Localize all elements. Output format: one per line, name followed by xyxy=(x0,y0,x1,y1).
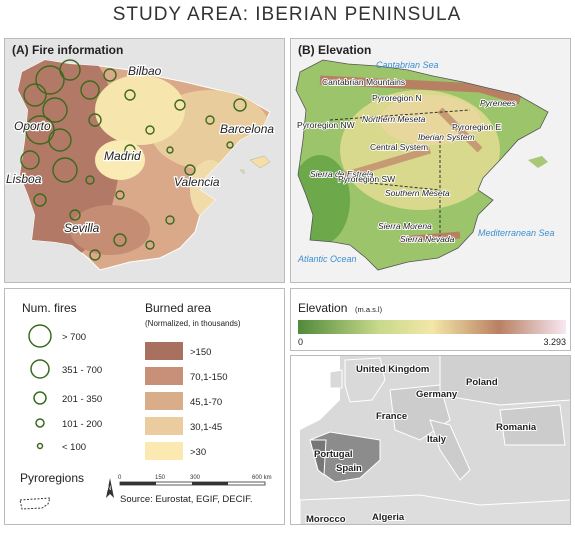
country-label: Morocco xyxy=(306,514,346,525)
map-label: Pyrenees xyxy=(480,98,517,108)
fire-map: (A) Fire information Bilbao Oporto Barce… xyxy=(4,38,285,283)
legend-label: >30 xyxy=(190,447,206,458)
map-label: Central System xyxy=(370,142,428,152)
map-label: Southern Meseta xyxy=(385,188,450,198)
map-label: Sierra Nevada xyxy=(400,234,455,244)
legend-title: Pyroregions xyxy=(20,471,84,485)
map-label: Pyroregion SW xyxy=(338,174,395,184)
title: STUDY AREA: IBERIAN PENINSULA xyxy=(113,4,462,25)
elevation-legend: Elevation (m.a.s.l) 0 3.293 xyxy=(290,288,571,351)
europe-map: United Kingdom Poland Germany France Rom… xyxy=(290,355,571,525)
country-label: Spain xyxy=(336,463,362,474)
panel-frame xyxy=(4,38,285,283)
map-label: Pyroregion NW xyxy=(297,120,355,130)
legend-title: Elevation xyxy=(298,301,347,315)
legend: Num. fires > 700 351 - 700 201 - 350 101… xyxy=(4,288,285,525)
sea-label: Atlantic Ocean xyxy=(297,254,357,264)
sea-label: Mediterranean Sea xyxy=(478,228,555,238)
legend-title: Burned area xyxy=(145,301,211,315)
legend-min: 0 xyxy=(298,337,303,347)
panel-title: (B) Elevation xyxy=(298,43,371,57)
city-label: Sevilla xyxy=(64,221,100,235)
legend-title: Num. fires xyxy=(22,301,77,315)
sea-label: Cantabrian Sea xyxy=(376,60,439,70)
country-label: Algeria xyxy=(372,512,405,523)
panel-frame xyxy=(290,38,571,283)
legend-subtitle: (Normalized, in thousands) xyxy=(145,319,241,328)
legend-label: 45,1-70 xyxy=(190,397,222,408)
legend-label: 30,1-45 xyxy=(190,422,222,433)
legend-label: 201 - 350 xyxy=(62,394,102,405)
scale-label: 0 xyxy=(118,475,122,481)
city-label: Oporto xyxy=(14,119,51,133)
city-label: Lisboa xyxy=(6,172,42,186)
country-label: United Kingdom xyxy=(356,364,429,375)
map-label: Northern Meseta xyxy=(362,114,426,124)
city-label: Madrid xyxy=(104,149,141,163)
map-label: Iberian System xyxy=(418,132,475,142)
scale-label: 150 xyxy=(155,475,166,481)
legend-label: 70,1-150 xyxy=(190,372,228,383)
legend-label: 101 - 200 xyxy=(62,419,102,430)
north-arrow: N xyxy=(107,486,111,492)
legend-label: < 100 xyxy=(62,442,86,453)
country-label: Italy xyxy=(427,434,447,445)
scale-label: 600 km xyxy=(252,475,272,481)
country-label: Germany xyxy=(416,389,458,400)
map-label: Sierra Morena xyxy=(378,221,432,231)
country-label: Poland xyxy=(466,377,498,388)
legend-label: 351 - 700 xyxy=(62,365,102,376)
panel-title: (A) Fire information xyxy=(12,43,123,57)
scale-label: 300 xyxy=(190,475,201,481)
legend-max: 3.293 xyxy=(543,337,566,347)
city-label: Barcelona xyxy=(220,122,274,136)
legend-unit: (m.a.s.l) xyxy=(355,305,383,314)
map-label: Cantabrian Mountains xyxy=(322,77,405,87)
country-label: France xyxy=(376,411,407,422)
map-label: Sierra de Estrela xyxy=(310,169,374,179)
legend-label: > 700 xyxy=(62,332,86,343)
country-label: Romania xyxy=(496,422,537,433)
elevation-map: (B) Elevation Cantabrian Sea Cantabrian … xyxy=(290,38,571,283)
source: Source: Eurostat, EGIF, DECIF. xyxy=(120,494,253,505)
city-label: Valencia xyxy=(174,175,220,189)
map-label: Pyroregion N xyxy=(372,93,422,103)
map-label: Pyroregion E xyxy=(452,122,501,132)
city-label: Bilbao xyxy=(128,64,162,78)
legend-label: >150 xyxy=(190,347,211,358)
country-label: Portugal xyxy=(314,449,353,460)
